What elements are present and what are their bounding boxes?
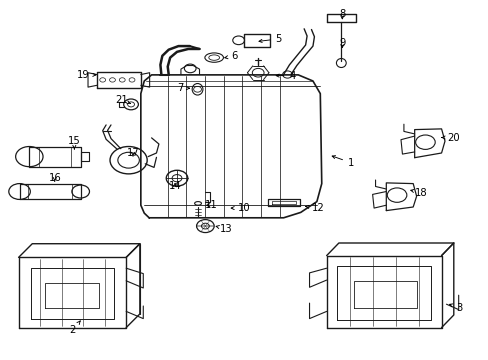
Text: 19: 19 [77, 70, 96, 80]
Text: 8: 8 [339, 9, 345, 19]
Text: 4: 4 [276, 71, 295, 81]
Text: 14: 14 [168, 181, 181, 192]
Text: 6: 6 [224, 51, 238, 61]
Text: 2: 2 [69, 321, 80, 336]
Text: 20: 20 [441, 132, 459, 143]
Text: 21: 21 [115, 95, 130, 105]
Text: 1: 1 [331, 156, 354, 168]
Text: 17: 17 [126, 148, 139, 158]
Text: 11: 11 [204, 200, 217, 210]
Text: 10: 10 [231, 203, 250, 213]
Text: 5: 5 [259, 34, 282, 44]
Text: 9: 9 [338, 38, 345, 48]
Text: 3: 3 [448, 303, 462, 313]
Text: 12: 12 [305, 203, 324, 213]
Text: 18: 18 [410, 188, 427, 198]
Text: 13: 13 [216, 224, 232, 234]
Text: 16: 16 [48, 173, 61, 183]
Text: 15: 15 [68, 136, 81, 149]
Text: 7: 7 [176, 83, 189, 93]
